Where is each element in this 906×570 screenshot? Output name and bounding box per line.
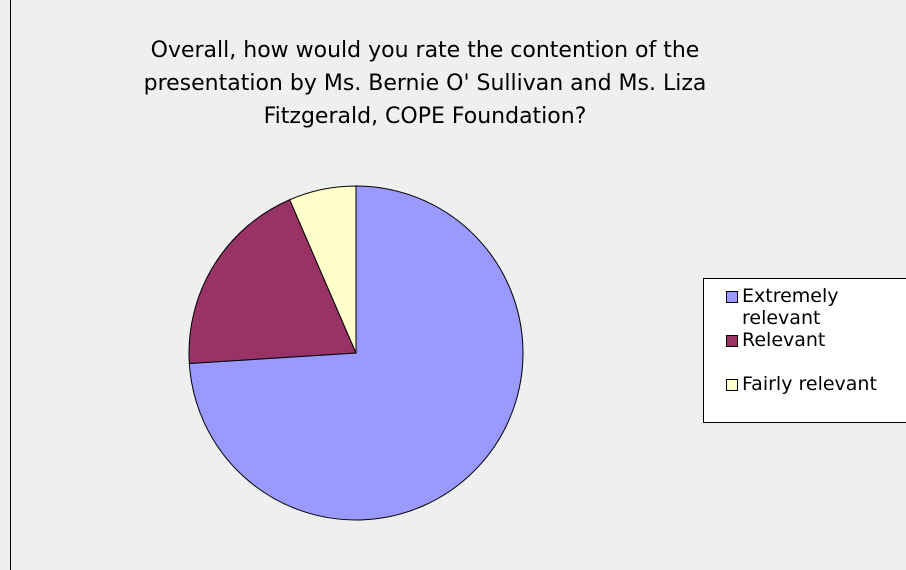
chart-border <box>10 0 906 570</box>
pie-slice <box>289 185 357 354</box>
legend-label: Extremely relevant <box>742 285 839 329</box>
legend-item: Extremely relevant <box>726 285 906 329</box>
pie-slice <box>188 199 357 365</box>
legend-label: Fairly relevant <box>742 373 877 395</box>
legend-item: Relevant <box>726 329 906 351</box>
legend-label: Relevant <box>742 329 826 351</box>
legend-swatch <box>726 379 738 391</box>
legend: Extremely relevant Relevant Fairly relevan… <box>703 278 906 423</box>
chart-title: Overall, how would you rate the contenti… <box>143 38 707 129</box>
legend-item: Fairly relevant <box>726 373 906 395</box>
legend-swatch <box>726 291 738 303</box>
legend-swatch <box>726 335 738 347</box>
